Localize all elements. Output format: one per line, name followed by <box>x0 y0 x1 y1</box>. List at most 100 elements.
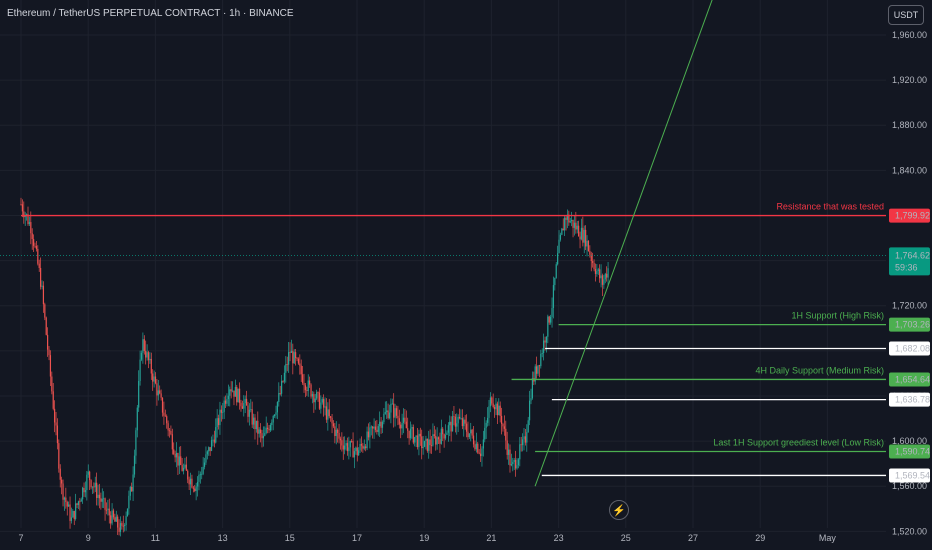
candle-body <box>390 403 392 413</box>
candle-body <box>152 373 154 382</box>
candle-body <box>119 523 122 532</box>
candle-body <box>229 389 231 396</box>
candle-body <box>449 421 451 426</box>
candle-body <box>503 426 505 429</box>
candle-body <box>52 391 54 409</box>
candle-body <box>48 349 50 356</box>
candle-body <box>339 438 342 441</box>
candle-body <box>84 490 87 493</box>
candle-body <box>435 436 437 445</box>
candle-body <box>568 214 570 223</box>
candle-body <box>330 416 332 418</box>
x-tick-label: 27 <box>688 533 698 543</box>
trendline[interactable] <box>534 0 720 487</box>
price-axis[interactable]: 1,520.001,560.001,600.001,640.001,680.00… <box>892 30 927 536</box>
candle-body <box>513 459 515 462</box>
candle-body <box>21 204 24 212</box>
candle-body <box>601 275 604 285</box>
currency-button[interactable]: USDT <box>888 5 924 25</box>
candle-body <box>436 437 438 445</box>
lightning-icon[interactable]: ⚡ <box>609 500 629 520</box>
candle-body <box>261 433 263 439</box>
candle-body <box>72 510 74 518</box>
candle-body <box>457 416 459 424</box>
level-price-label: 1,654.64 <box>895 374 930 384</box>
level-price-tag <box>889 372 930 387</box>
candle-body <box>379 421 381 427</box>
level-price-tag <box>889 444 930 459</box>
candle-body <box>522 439 524 446</box>
y-tick-label: 1,880.00 <box>892 120 927 130</box>
candle-body <box>548 316 550 323</box>
candle-body <box>91 486 94 488</box>
candle-body <box>290 350 293 353</box>
candle-body <box>206 451 208 455</box>
candle-body <box>416 435 419 448</box>
candle-body <box>112 510 115 518</box>
candle-body <box>370 426 372 428</box>
candle-body <box>353 451 356 458</box>
candle-body <box>344 445 346 450</box>
candle-body <box>77 501 80 505</box>
candle-body <box>447 425 449 433</box>
candle-body <box>26 214 28 216</box>
candle-body <box>464 419 466 424</box>
candle-body <box>526 432 528 443</box>
candle-body <box>254 417 256 430</box>
candle-body <box>471 429 473 436</box>
candle-body <box>404 417 406 422</box>
candle-body <box>107 508 109 510</box>
candle-body <box>222 411 224 413</box>
candle-body <box>304 385 307 391</box>
candle-body <box>395 408 398 416</box>
candle-body <box>251 409 253 425</box>
candle-body <box>245 398 248 406</box>
candle-body <box>49 355 52 377</box>
x-tick-label: 19 <box>419 533 429 543</box>
candle-body <box>388 412 391 419</box>
candle-body <box>337 429 339 433</box>
candle-body <box>450 421 452 432</box>
time-axis[interactable]: 7 9 11 13 15 17 19 21 23 25 27 29 May <box>18 533 836 543</box>
candle-body <box>506 440 508 455</box>
candle-body <box>397 415 399 419</box>
candle-body <box>544 340 546 343</box>
candle-body <box>136 407 138 431</box>
candle-body <box>425 438 427 441</box>
candle-body <box>135 430 137 456</box>
candle-body <box>87 471 89 475</box>
candle-body <box>321 399 323 403</box>
candle-body <box>367 431 370 438</box>
y-tick-label: 1,520.00 <box>892 526 927 536</box>
candle-body <box>493 407 496 410</box>
candle-body <box>154 376 157 384</box>
candle-body <box>188 479 190 485</box>
candle-body <box>283 372 286 382</box>
candle-body <box>97 494 99 498</box>
candle-body <box>255 420 257 430</box>
candle-body <box>219 409 221 426</box>
candle-body <box>265 427 267 434</box>
y-tick-label: 1,960.00 <box>892 30 927 40</box>
candle-body <box>543 340 545 353</box>
level-price-label: 1,590.74 <box>895 447 930 457</box>
candle-body <box>73 510 75 520</box>
candle-body <box>69 504 71 521</box>
candle-body <box>500 415 503 424</box>
candle-body <box>409 428 412 439</box>
candle-body <box>37 248 39 264</box>
candle-body <box>496 403 498 416</box>
symbol-title[interactable]: Ethereum / TetherUS PERPETUAL CONTRACT ·… <box>7 8 294 19</box>
candle-body <box>453 416 455 418</box>
candle-body <box>70 517 73 521</box>
candle-body <box>394 408 396 418</box>
candle-body <box>597 269 599 271</box>
candle-body <box>110 515 112 524</box>
candle-body <box>320 402 322 409</box>
candle-body <box>122 525 124 527</box>
candle-body <box>133 455 136 475</box>
ascending-trendline[interactable] <box>534 0 720 487</box>
candle-body <box>470 429 472 434</box>
x-tick-label: 29 <box>755 533 765 543</box>
